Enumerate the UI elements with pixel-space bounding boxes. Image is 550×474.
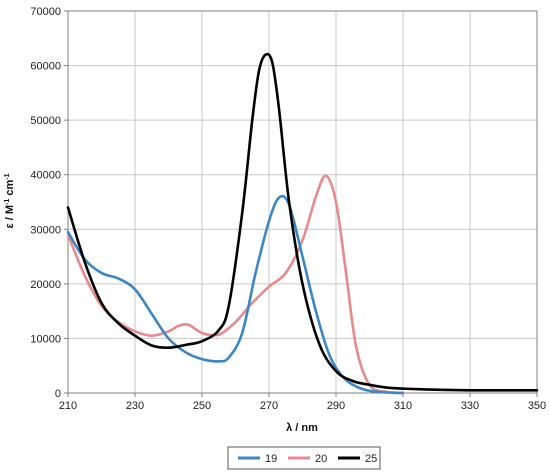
x-tick-label: 210: [59, 400, 77, 412]
x-tick-label: 350: [528, 400, 546, 412]
plot-area-frame: [67, 10, 538, 394]
y-axis-title-sup2: -1: [4, 173, 11, 179]
series-line-25: [66, 52, 539, 392]
legend: 19 20 25: [227, 446, 381, 470]
y-axis-ticks: 0 10000 20000 30000 40000 50000 60000 70000: [30, 6, 68, 400]
y-tick-label: 50000: [30, 115, 61, 127]
legend-label-20: 20: [315, 453, 327, 465]
x-tick-label: 310: [394, 400, 412, 412]
x-tick-label: 270: [260, 400, 278, 412]
legend-label-19: 19: [265, 453, 277, 465]
legend-label-25: 25: [365, 453, 377, 465]
y-tick-label: 70000: [30, 6, 61, 18]
series-lines: [66, 52, 539, 395]
y-axis-title: ε / M-1 cm-1: [4, 173, 16, 228]
x-axis-title: λ / nm: [286, 422, 318, 434]
x-axis-ticks: 210 230 250 270 290 310 330 350: [59, 393, 546, 412]
y-tick-label: 30000: [30, 224, 61, 236]
y-tick-label: 40000: [30, 170, 61, 182]
y-tick-label: 10000: [30, 333, 61, 345]
y-axis-title-sup1: -1: [4, 199, 11, 205]
x-tick-label: 230: [126, 400, 144, 412]
series-line-20: [66, 174, 405, 395]
y-tick-label: 20000: [30, 279, 61, 291]
y-tick-label: 60000: [30, 61, 61, 73]
y-tick-label: 0: [55, 388, 61, 400]
y-axis-title-mid: cm: [4, 180, 16, 199]
x-tick-label: 290: [327, 400, 345, 412]
y-axis-title-main: ε / M: [4, 205, 16, 229]
x-tick-label: 330: [461, 400, 479, 412]
x-tick-label: 250: [193, 400, 211, 412]
